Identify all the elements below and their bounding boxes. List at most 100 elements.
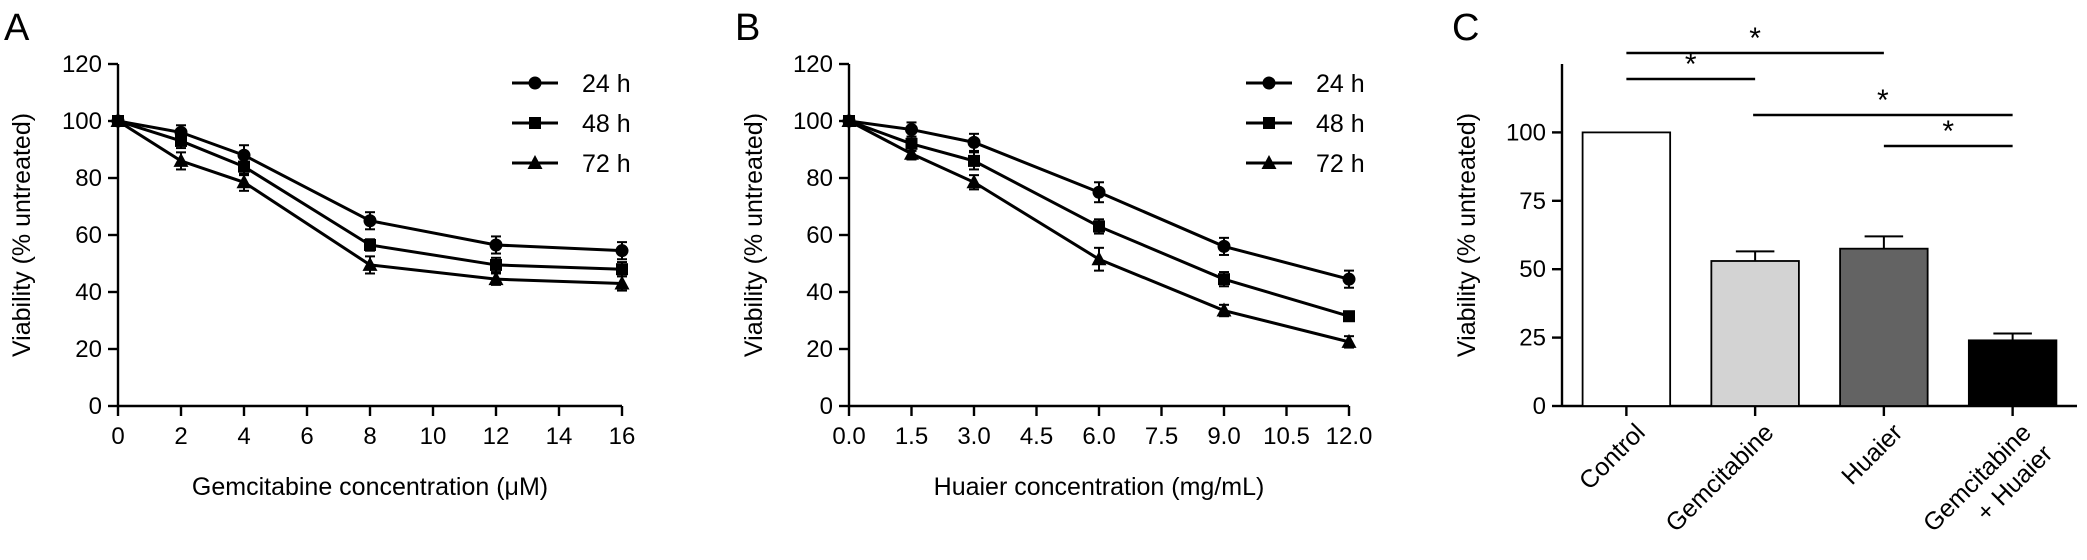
x-tick-label: 4.5 — [1020, 423, 1053, 450]
panel-letter: A — [4, 7, 30, 49]
data-point — [966, 174, 982, 189]
data-point — [1343, 310, 1355, 323]
x-tick-label: 0.0 — [832, 423, 865, 450]
data-point — [968, 154, 980, 167]
series-line — [117, 119, 623, 285]
data-point — [1216, 302, 1232, 317]
legend-label: 72 h — [582, 150, 631, 178]
y-tick-label: 50 — [1519, 256, 1546, 283]
series-line — [848, 119, 1350, 318]
data-point — [905, 123, 918, 137]
x-axis-title: Huaier concentration (mg/mL) — [934, 473, 1265, 501]
data-point — [175, 134, 187, 147]
series-24h — [111, 114, 629, 261]
data-point — [1218, 273, 1230, 286]
significance-star: * — [1685, 48, 1697, 81]
y-tick-label: 120 — [793, 51, 833, 78]
data-point — [490, 258, 502, 271]
data-point — [905, 137, 918, 150]
x-tick-label: 3.0 — [957, 423, 990, 450]
y-axis-title: Viability (% untreated) — [1453, 113, 1481, 357]
x-tick-label: 0 — [111, 423, 124, 450]
series-line — [848, 119, 1350, 281]
category-label-line: Gemcitabine — [1660, 418, 1779, 537]
legend-marker — [527, 155, 543, 169]
bar-chart-panel-c: C 0 25 50 75 100 Viability (% untreated) Contro… — [1452, 7, 2077, 558]
y-tick-label: 80 — [75, 165, 102, 192]
y-tick-label: 0 — [1533, 393, 1546, 420]
y-tick-label: 40 — [806, 279, 833, 306]
y-axis-title: Viability (% untreated) — [740, 113, 768, 357]
panel-letter: C — [1452, 7, 1479, 49]
y-tick-label: 60 — [806, 222, 833, 249]
x-tick-label: 14 — [546, 423, 573, 450]
series-48h — [843, 115, 1355, 323]
data-point — [238, 160, 250, 173]
data-point — [1342, 272, 1356, 286]
series-48h — [112, 115, 628, 278]
x-tick-label: 10 — [420, 423, 447, 450]
legend-label: 48 h — [582, 110, 631, 138]
data-point — [1091, 251, 1107, 266]
legend-label: 24 h — [582, 70, 631, 98]
legend-label: 24 h — [1316, 70, 1365, 98]
x-tick-label: 9.0 — [1207, 423, 1240, 450]
data-point — [841, 113, 857, 127]
x-tick-label: 7.5 — [1145, 423, 1178, 450]
x-tick-label: 2 — [174, 423, 187, 450]
data-point — [1092, 185, 1106, 199]
legend: 24 h 48 h 72 h — [1246, 70, 1365, 178]
category-label-line: Control — [1574, 418, 1651, 495]
y-axis-title: Viability (% untreated) — [8, 113, 36, 357]
y-tick-label: 80 — [806, 165, 833, 192]
series-72h — [841, 113, 1357, 349]
data-point — [489, 238, 503, 252]
y-tick-label: 20 — [806, 336, 833, 363]
y-tick-label: 40 — [75, 279, 102, 306]
series-line — [117, 119, 623, 253]
data-point — [488, 271, 504, 286]
series-line — [117, 119, 623, 271]
category-label: Huaier — [1836, 418, 1908, 490]
bar — [1967, 339, 2058, 407]
x-tick-label: 8 — [363, 423, 376, 450]
legend-marker — [529, 117, 541, 129]
y-tick-label: 0 — [820, 393, 833, 420]
data-point — [173, 152, 189, 167]
bar — [1710, 260, 1800, 407]
x-tick-label: 12 — [483, 423, 510, 450]
y-tick-label: 100 — [62, 108, 102, 135]
category-label: Gemcitabine — [1660, 418, 1779, 537]
data-point — [1093, 220, 1105, 233]
category-label: Control — [1574, 418, 1651, 495]
data-point — [1217, 239, 1231, 253]
y-tick-label: 0 — [89, 393, 102, 420]
legend-label: 48 h — [1316, 110, 1365, 138]
y-tick-label: 100 — [1506, 119, 1546, 146]
x-tick-label: 16 — [609, 423, 636, 450]
data-point — [904, 145, 919, 160]
series-72h — [110, 113, 630, 292]
y-tick-label: 20 — [75, 336, 102, 363]
data-point — [236, 174, 252, 189]
significance-star: * — [1942, 115, 1954, 148]
legend: 24 h 48 h 72 h — [512, 70, 631, 178]
bar — [1839, 247, 1929, 407]
x-tick-label: 6.0 — [1082, 423, 1115, 450]
x-tick-label: 6 — [300, 423, 313, 450]
x-tick-label: 10.5 — [1263, 423, 1310, 450]
data-point — [967, 135, 981, 149]
x-axis-title: Gemcitabine concentration (μM) — [192, 473, 548, 501]
y-tick-label: 100 — [793, 108, 833, 135]
y-tick-label: 60 — [75, 222, 102, 249]
legend-marker — [1263, 117, 1275, 129]
data-point — [616, 263, 628, 276]
legend-label: 72 h — [1316, 150, 1365, 178]
category-label: Gemcitabine+ Huaier — [1918, 418, 2058, 558]
data-point — [1341, 333, 1357, 348]
x-tick-label: 12.0 — [1326, 423, 1373, 450]
y-tick-label: 75 — [1519, 188, 1546, 215]
category-label-line: Huaier — [1836, 418, 1908, 490]
series-line — [848, 119, 1350, 344]
